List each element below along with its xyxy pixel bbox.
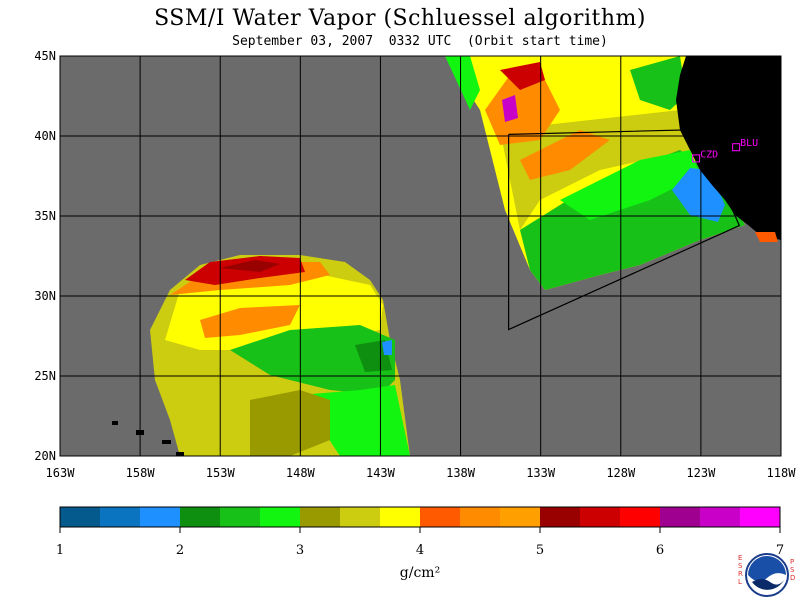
colorbar-swatch: [100, 507, 141, 527]
lat-axis: 45N 40N 35N 30N 25N 20N: [34, 49, 56, 463]
colorbar-tick-label: 5: [536, 543, 544, 558]
analysis-box: [508, 128, 741, 331]
swath-east-magenta: [502, 95, 518, 122]
swath-east-red: [500, 62, 545, 90]
colorbar-swatch: [700, 507, 741, 527]
colorbar-unit: g/cm²: [399, 565, 441, 581]
colorbar-tick-label: 1: [56, 543, 64, 558]
data-layer: [112, 56, 781, 456]
colorbar: 1 2 3 4 5 6 7: [56, 506, 784, 558]
station-marker: [732, 143, 741, 152]
lat-tick-label: 45N: [34, 49, 56, 63]
swath-west-blue: [382, 340, 392, 355]
lon-tick-label: 118W: [767, 466, 797, 480]
swath-east-orange2: [520, 130, 610, 180]
swath-east-olive: [500, 110, 690, 230]
lat-tick-label: 35N: [34, 209, 56, 223]
swath-east-lime: [560, 150, 700, 220]
lon-tick-label: 128W: [606, 466, 636, 480]
lon-tick-label: 143W: [366, 466, 396, 480]
colorbar-swatch: [420, 507, 461, 527]
colorbar-swatch: [740, 507, 781, 527]
map-frame: [59, 55, 782, 457]
colorbar-swatch: [220, 507, 261, 527]
lon-tick-label: 123W: [686, 466, 716, 480]
colorbar-swatch: [340, 507, 381, 527]
swath-west-green: [230, 325, 395, 395]
island-maui: [162, 440, 171, 444]
colorbar-swatch: [260, 507, 301, 527]
noaa-emblem-icon: [745, 553, 789, 597]
analysis-box-outline: [508, 128, 741, 331]
colorbar-swatch: [540, 507, 581, 527]
colorbar-tick-label: 7: [776, 543, 784, 558]
swath-west-darkred: [220, 260, 280, 272]
island-kauai: [112, 421, 118, 425]
station-label: BLU: [740, 138, 758, 149]
colorbar-swatch: [620, 507, 661, 527]
lat-tick-label: 30N: [34, 289, 56, 303]
colorbar-swatch: [580, 507, 621, 527]
colorbar-swatch: [380, 507, 421, 527]
colorbar-swatch: [500, 507, 541, 527]
swath-west-orange2: [200, 305, 300, 338]
lon-axis: 163W 158W 153W 148W 143W 138W 133W 128W 123W 118W: [46, 466, 797, 480]
land-strip: [755, 232, 778, 242]
chart-title: SSM/I Water Vapor (Schluessel algorithm): [154, 6, 646, 31]
lon-tick-label: 158W: [126, 466, 156, 480]
island-hawaii: [176, 452, 184, 456]
land-mass: [676, 56, 781, 240]
colorbar-tick-label: 2: [176, 543, 184, 558]
lat-tick-label: 40N: [34, 129, 56, 143]
lon-tick-label: 133W: [526, 466, 556, 480]
grid-lines: [60, 56, 781, 456]
lon-tick-label: 153W: [206, 466, 236, 480]
colorbar-swatch: [660, 507, 701, 527]
colorbar-tick-label: 6: [656, 543, 664, 558]
station-label: CZD: [700, 149, 718, 160]
lat-tick-label: 20N: [34, 449, 56, 463]
chart-subtitle: September 03, 2007 0332 UTC (Orbit start…: [232, 34, 608, 49]
colorbar-tick-label: 3: [296, 543, 304, 558]
colorbar-swatch: [180, 507, 221, 527]
colorbar-swatch: [140, 507, 181, 527]
stations: CZD BLU: [692, 138, 758, 163]
lon-tick-label: 163W: [46, 466, 76, 480]
station-marker: [692, 154, 701, 163]
colorbar-swatch: [60, 507, 101, 527]
swath-east-green-top2: [630, 56, 686, 110]
swath-west-olive: [250, 390, 330, 456]
lon-tick-label: 148W: [286, 466, 316, 480]
swath-east-green-top: [445, 56, 480, 110]
colorbar-tick-label: 4: [416, 543, 424, 558]
swath-east-orange: [485, 75, 560, 145]
swath-west-green2: [355, 340, 392, 372]
colorbar-swatch: [460, 507, 501, 527]
colorbar-swatch: [300, 507, 341, 527]
lat-tick-label: 25N: [34, 369, 56, 383]
lon-tick-label: 138W: [446, 466, 476, 480]
